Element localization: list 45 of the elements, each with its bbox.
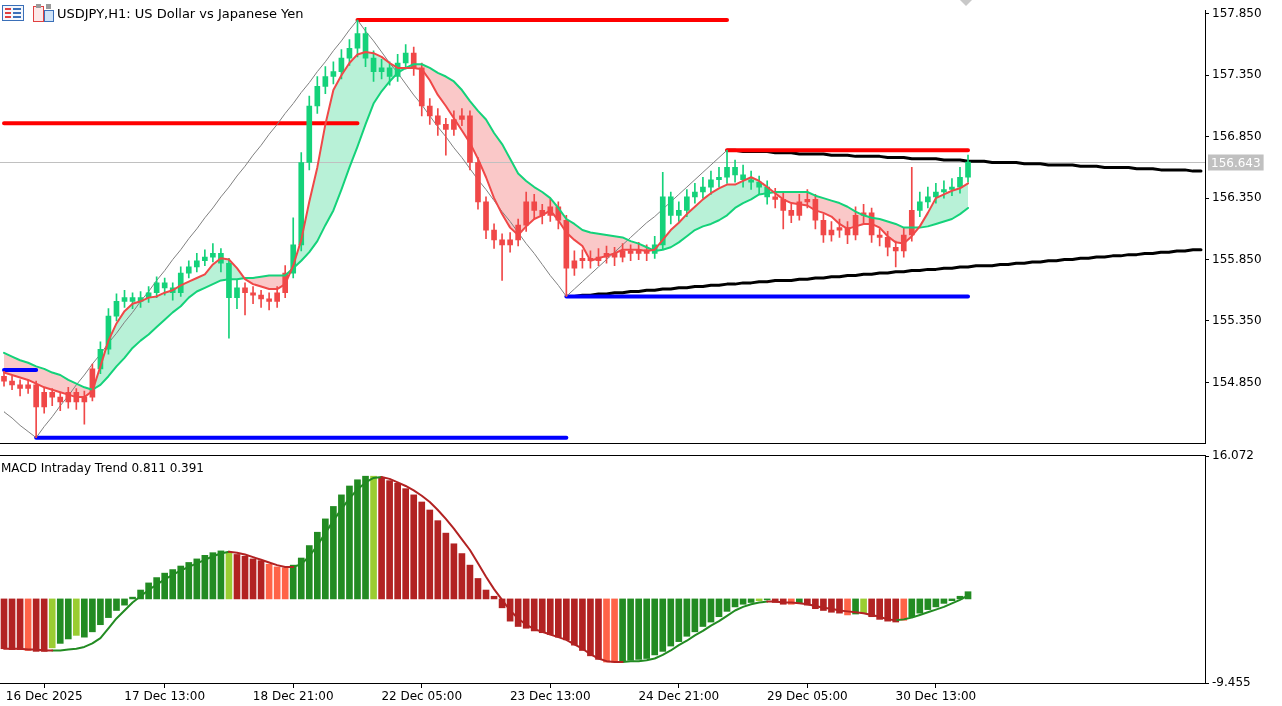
x-tick-label: 18 Dec 21:00 [252,689,334,704]
y-tick-label: 157.350 [1212,67,1262,82]
x-tick-label: 17 Dec 13:00 [124,689,206,704]
x-tick-label: 24 Dec 21:00 [638,689,720,704]
bar [370,475,377,600]
text: MACD Intraday Trend 0.811 0.391 [1,460,204,476]
x-tick-label: 23 Dec 13:00 [509,689,591,704]
chart-title: USDJPY,H1: US Dollar vs Japanese Yen [57,6,304,22]
candlestick [443,117,449,156]
candlestick [210,243,216,263]
x-tick-label: 30 Dec 13:00 [895,689,977,704]
bar [450,543,458,600]
bar [281,567,289,600]
bar [233,554,241,600]
candlestick [459,108,465,126]
y-tick-label: -9.455 [1212,675,1251,690]
candlestick [266,292,272,311]
y-tick-label: 154.850 [1212,374,1262,389]
y-tick-label: 155.850 [1212,251,1262,266]
bar [900,598,908,621]
y-tick-label: 16.072 [1212,448,1254,463]
x-tick-label: 29 Dec 05:00 [767,689,848,704]
bar [458,553,466,600]
candlestick [499,233,505,281]
candlestick [258,289,264,308]
bar [723,598,731,612]
candlestick [716,167,722,188]
y-tick-label: 155.350 [1212,313,1262,328]
ref-line-label: 156.643 [1211,155,1261,170]
bar [860,598,867,614]
x-tick-label: 22 Dec 05:00 [381,689,463,704]
candlestick [892,240,899,268]
candlestick [202,249,208,267]
bar [683,598,691,637]
y-tick-label: 156.350 [1212,190,1262,205]
y-tick-label: 157.850 [1212,6,1262,21]
candlestick [242,282,248,316]
bar [40,598,48,652]
bar [72,598,80,636]
candlestick [507,232,513,253]
candlestick [250,286,256,305]
bar [48,598,56,649]
x-tick-label: 16 Dec 2025 [5,689,83,704]
bar [739,598,747,605]
y-tick-label: 156.850 [1212,128,1262,143]
